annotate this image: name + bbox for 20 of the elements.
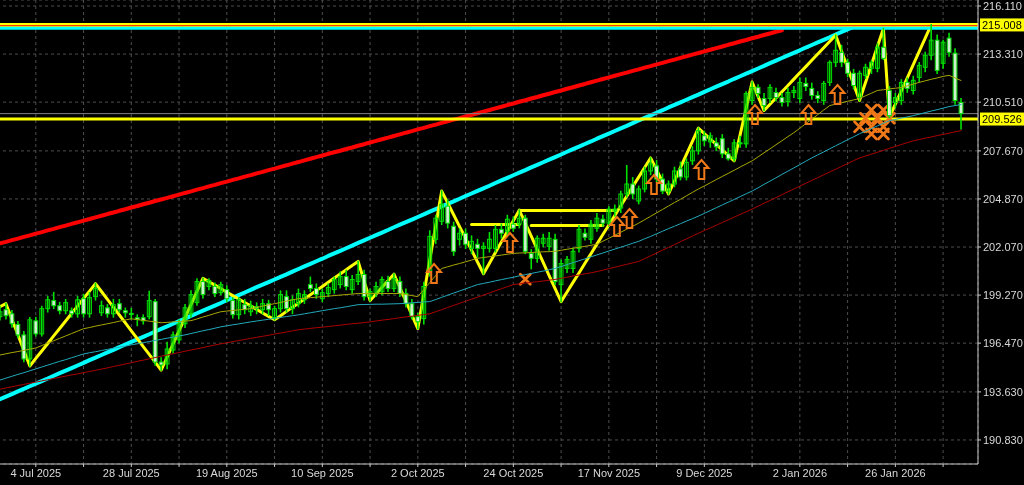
y-tick-label: 216.110 [983, 0, 1022, 12]
x-tick-label: 26 Jan 2026 [865, 466, 926, 479]
y-tick-label: 207.670 [983, 144, 1023, 157]
y-tick-label: 199.270 [983, 288, 1023, 301]
x-tick-label: 2 Oct 2025 [390, 466, 445, 479]
y-tick-label: 210.510 [983, 96, 1023, 109]
y-tick-label: 193.630 [983, 385, 1023, 398]
x-tick-label: 28 Jul 2025 [102, 466, 160, 479]
x-tick-label: 4 Jul 2025 [10, 466, 62, 479]
x-tick-label: 2 Jan 2026 [772, 466, 828, 479]
y-tick-label: 202.070 [983, 240, 1023, 253]
x-tick-label: 19 Aug 2025 [195, 466, 258, 479]
y-tick-label: 196.470 [983, 337, 1023, 350]
y-tick-label: 190.830 [983, 433, 1023, 446]
y-tick-label: 213.310 [983, 47, 1023, 60]
y-tick-label: 204.870 [983, 192, 1023, 205]
x-tick-label: 10 Sep 2025 [291, 466, 354, 479]
x-tick-label: 9 Dec 2025 [676, 466, 733, 479]
x-tick-label: 17 Nov 2025 [577, 466, 641, 479]
x-tick-label: 24 Oct 2025 [483, 466, 544, 479]
